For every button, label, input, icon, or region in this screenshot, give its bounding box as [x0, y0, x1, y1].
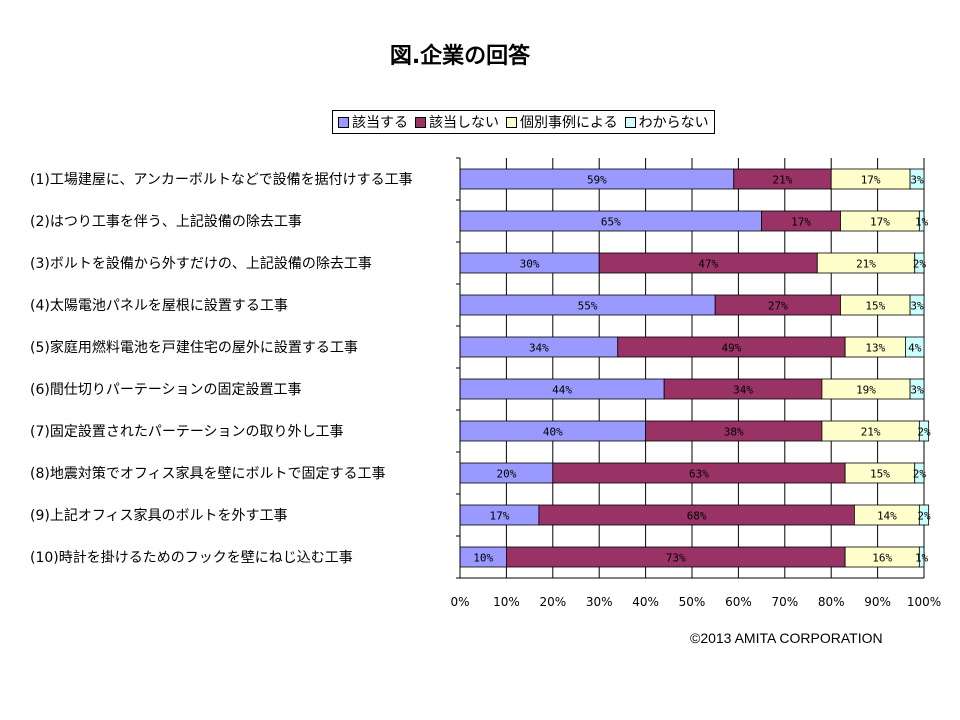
legend-item: 該当する: [338, 112, 408, 132]
data-label: 3%: [910, 384, 924, 397]
bar-segment: [909, 378, 925, 400]
bars: [459, 168, 930, 568]
x-tick-label: 40%: [632, 595, 659, 609]
category-label: (2)はつり工事を伴う、上記設備の除去工事: [30, 213, 302, 230]
bar-segment: [914, 462, 925, 484]
data-label: 17%: [791, 216, 811, 229]
data-label: 15%: [870, 468, 890, 481]
category-label: (10)時計を掛けるためのフックを壁にねじ込む工事: [30, 550, 353, 566]
legend-swatch: [506, 116, 517, 128]
category-label: (4)太陽電池パネルを屋根に設置する工事: [30, 298, 288, 314]
legend-swatch: [338, 116, 349, 128]
data-label: 21%: [773, 174, 793, 187]
category-label: (1)工場建屋に、アンカーボルトなどで設備を据付けする工事: [30, 172, 413, 188]
data-label: 17%: [861, 174, 881, 187]
data-label: 73%: [666, 552, 686, 565]
bar-segment: [918, 546, 925, 568]
data-label: 19%: [856, 384, 876, 397]
data-label: 1%: [915, 216, 929, 229]
category-label: (5)家庭用燃料電池を戸建住宅の屋外に設置する工事: [30, 339, 358, 356]
data-label: 14%: [877, 510, 897, 523]
data-labels: 59% 21% 17% 3% 65% 17% 17% 1% 30% 47% 21% 2% 55% 27% 1…: [473, 174, 931, 565]
data-label: 63%: [689, 468, 709, 481]
bar-segment: [918, 504, 930, 526]
legend: 該当する 該当しない 個別事例による わからない: [332, 110, 715, 134]
bar-segment: [918, 210, 925, 232]
data-label: 13%: [865, 342, 885, 355]
legend-label: 個別事例による: [520, 115, 618, 131]
legend-label: わからない: [638, 115, 709, 131]
bar-segment: [914, 252, 925, 274]
data-label: 49%: [722, 342, 742, 355]
category-label: (7)固定設置されたパーテーションの取り外し工事: [30, 424, 344, 440]
bar-segment: [905, 336, 925, 358]
data-label: 2%: [917, 426, 931, 439]
copyright-notice: ©2013 AMITA CORPORATION: [690, 630, 883, 646]
data-label: 10%: [473, 552, 493, 565]
data-label: 16%: [872, 552, 892, 565]
x-tick-label: 50%: [679, 595, 706, 609]
y-axis: [456, 157, 924, 579]
bar-segment: [918, 420, 930, 442]
x-tick-labels: 0% 10% 20% 30% 40% 50% 60% 70% 80% 90% 100%: [450, 595, 941, 609]
x-tick-label: 0%: [450, 595, 469, 609]
legend-swatch: [415, 116, 426, 128]
x-tick-label: 60%: [725, 595, 752, 609]
bar-segment: [909, 168, 925, 190]
x-tick-label: 30%: [586, 595, 613, 609]
data-label: 55%: [578, 300, 598, 313]
category-label: (9)上記オフィス家具のボルトを外す工事: [30, 507, 288, 524]
legend-label: 該当する: [352, 115, 408, 131]
data-label: 44%: [552, 384, 572, 397]
data-label: 40%: [543, 426, 563, 439]
legend-item: 該当しない: [415, 112, 499, 132]
bar-segment: [909, 294, 925, 316]
category-label: (6)間仕切りパーテーションの固定設置工事: [30, 382, 302, 398]
data-label: 1%: [915, 552, 929, 565]
data-label: 47%: [698, 258, 718, 271]
x-tick-label: 70%: [771, 595, 798, 609]
data-label: 21%: [856, 258, 876, 271]
category-label: (8)地震対策でオフィス家具を壁にボルトで固定する工事: [30, 465, 386, 482]
data-label: 20%: [496, 468, 516, 481]
data-label: 30%: [520, 258, 540, 271]
data-label: 2%: [917, 510, 931, 523]
data-label: 4%: [908, 342, 922, 355]
legend-item: わからない: [624, 112, 709, 132]
data-label: 2%: [913, 258, 927, 271]
x-tick-label: 80%: [818, 595, 845, 609]
legend-label: 該当しない: [429, 115, 499, 131]
data-label: 68%: [687, 510, 707, 523]
data-label: 2%: [913, 468, 927, 481]
data-label: 3%: [910, 300, 924, 313]
chart-title: 図.企業の回答: [389, 44, 531, 69]
data-label: 15%: [865, 300, 885, 313]
category-label: (3)ボルトを設備から外すだけの、上記設備の除去工事: [30, 255, 372, 272]
legend-item: 個別事例による: [506, 112, 618, 132]
data-label: 17%: [490, 510, 510, 523]
data-label: 3%: [910, 174, 924, 187]
x-tick-label: 90%: [864, 595, 891, 609]
data-label: 59%: [587, 174, 607, 187]
data-label: 21%: [861, 426, 881, 439]
legend-swatch: [624, 116, 636, 128]
data-label: 17%: [870, 216, 890, 229]
x-tick-label: 10%: [493, 595, 520, 609]
data-label: 34%: [529, 342, 549, 355]
data-label: 34%: [733, 384, 753, 397]
x-tick-label: 20%: [539, 595, 566, 609]
data-label: 65%: [601, 216, 621, 229]
data-label: 27%: [768, 300, 788, 313]
data-label: 38%: [724, 426, 744, 439]
x-tick-label: 100%: [907, 595, 941, 609]
